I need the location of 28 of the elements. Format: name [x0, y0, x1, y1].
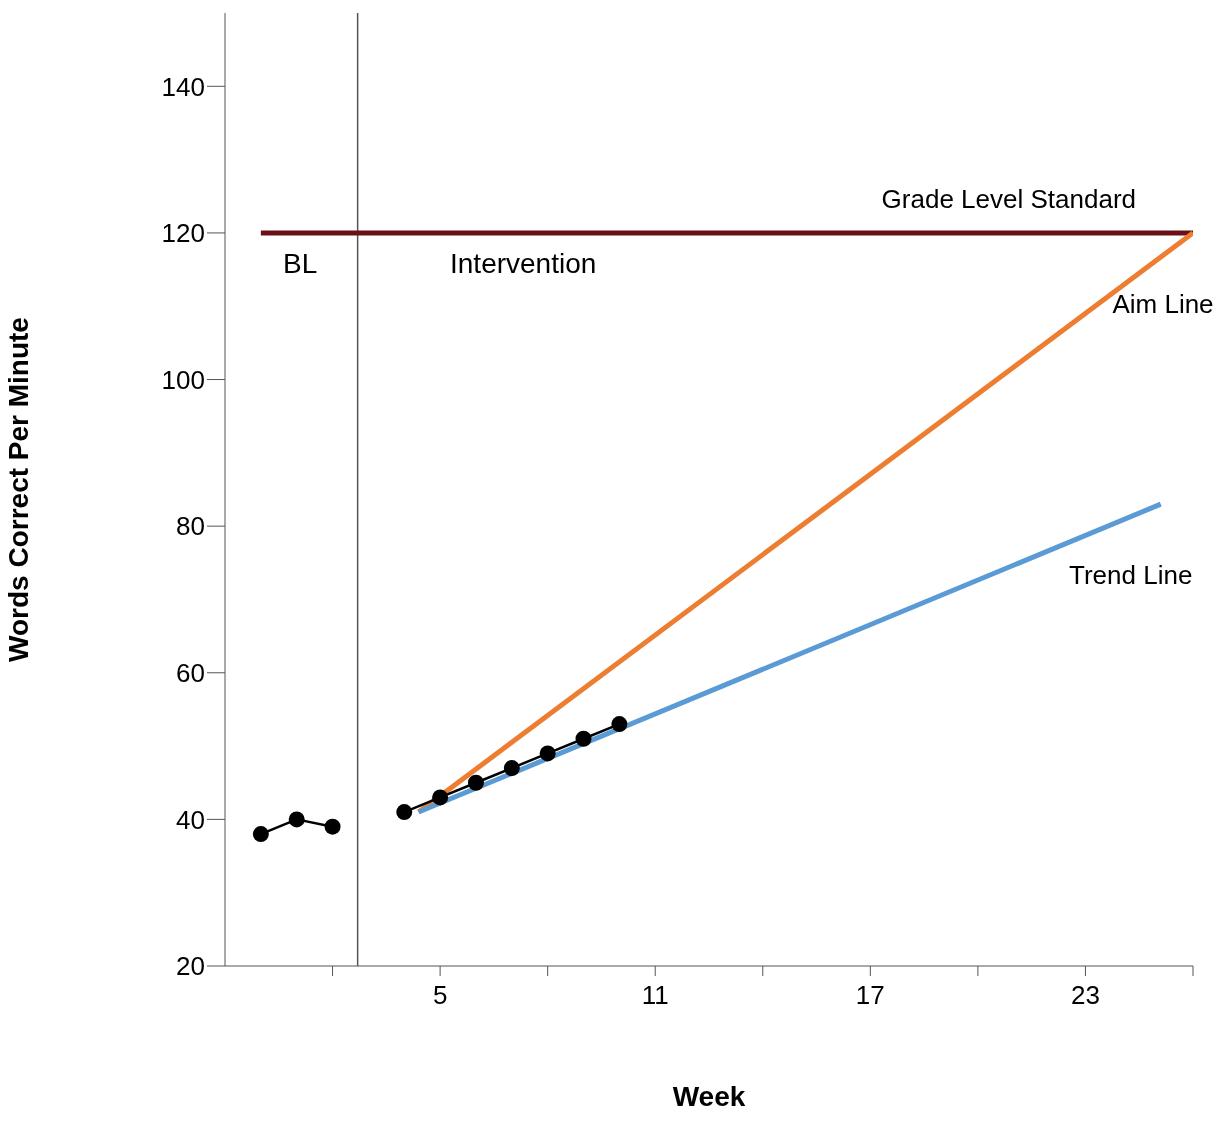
point	[539, 745, 556, 762]
y-tick-label: 80	[176, 511, 205, 542]
series-label: Grade Level Standard	[881, 183, 1136, 214]
point	[396, 804, 413, 821]
y-tick-label: 140	[161, 71, 205, 102]
point	[252, 826, 269, 843]
annotation: BL	[283, 248, 318, 280]
x-axis-title: Week	[672, 1081, 746, 1112]
point	[288, 811, 305, 828]
point	[611, 716, 628, 733]
point	[324, 818, 341, 835]
point	[432, 789, 449, 806]
y-tick-label: 60	[176, 658, 205, 688]
y-tick-label: 120	[161, 218, 205, 249]
point	[503, 760, 520, 777]
y-tick-label: 40	[176, 804, 205, 835]
y-axis-title: Words Correct Per Minute	[2, 317, 34, 662]
series-label: Aim Line	[1112, 288, 1214, 319]
y-tick-label: 100	[161, 364, 205, 395]
x-tick-label: 11	[641, 980, 669, 1011]
y-tick-label: 20	[176, 951, 205, 982]
point	[575, 730, 592, 747]
annotation: Intervention	[450, 248, 597, 280]
point	[467, 774, 484, 791]
x-tick-label: 5	[432, 980, 448, 1011]
series-label: Trend Line	[1069, 560, 1193, 591]
x-tick-label: 23	[1070, 980, 1100, 1011]
x-tick-label: 17	[855, 980, 885, 1011]
